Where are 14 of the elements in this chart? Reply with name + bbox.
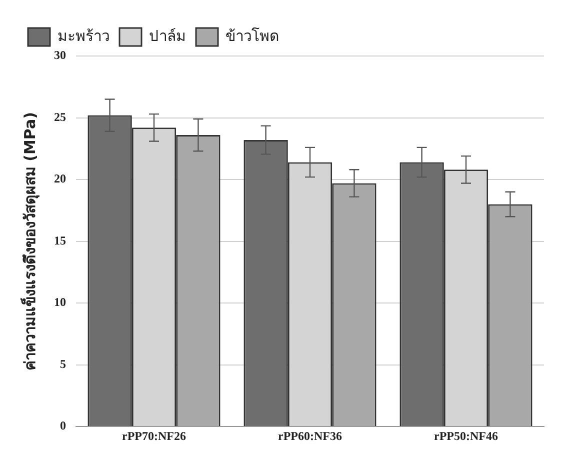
legend-label: มะพร้าว [58,26,110,45]
y-tick-label: 30 [54,48,66,62]
y-tick-label: 10 [54,295,66,310]
legend-label: ปาล์ม [149,26,186,45]
x-tick-label: rPP70:NF26 [122,428,186,443]
y-axis-title: ค่าความแข็งแรงดึงของวัสดุผสม (MPa) [20,112,40,371]
x-tick-label: rPP50:NF46 [434,428,498,443]
y-tick-label: 15 [54,233,66,248]
y-tick-label: 25 [54,110,66,124]
y-tick-label: 20 [54,172,66,186]
x-tick-label: rPP60:NF36 [278,428,342,443]
legend-label: ข้าวโพด [226,26,280,45]
y-tick-label: 5 [60,356,66,371]
y-tick-label: 0 [60,418,66,433]
